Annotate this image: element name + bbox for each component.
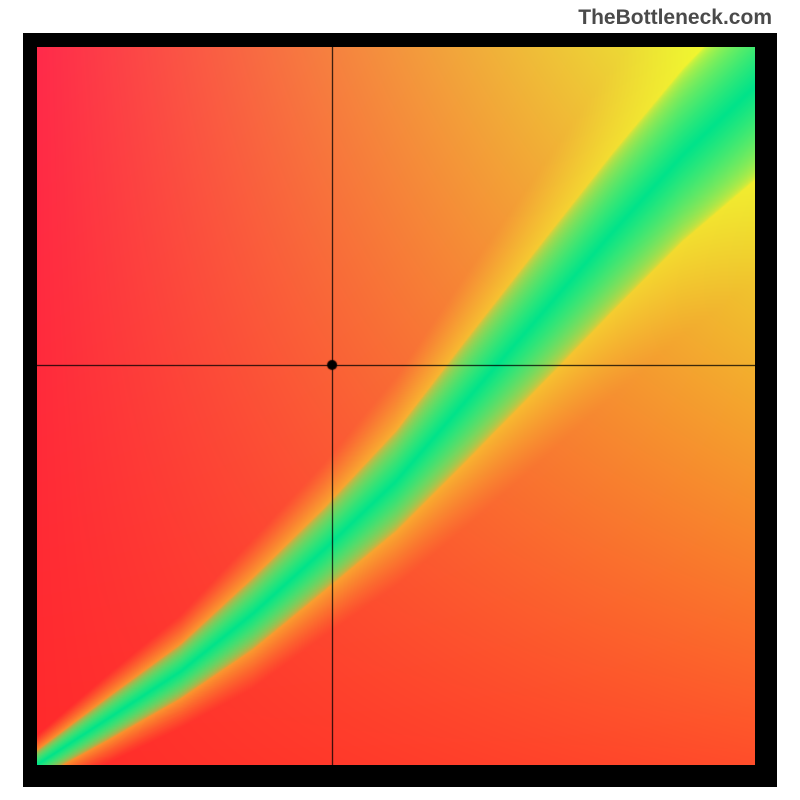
heatmap-canvas [37,47,755,765]
watermark-label: TheBottleneck.com [578,6,772,30]
container: TheBottleneck.com [0,0,800,800]
chart-area [37,47,755,765]
chart-frame [23,33,777,787]
